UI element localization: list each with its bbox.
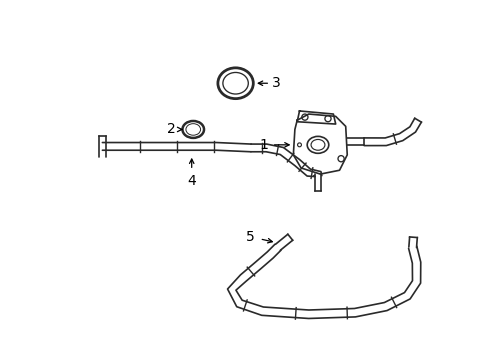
Text: 1: 1 <box>259 138 267 152</box>
Text: 4: 4 <box>187 174 196 188</box>
Text: 5: 5 <box>245 230 254 244</box>
Text: 2: 2 <box>166 122 175 136</box>
Text: 3: 3 <box>271 76 280 90</box>
